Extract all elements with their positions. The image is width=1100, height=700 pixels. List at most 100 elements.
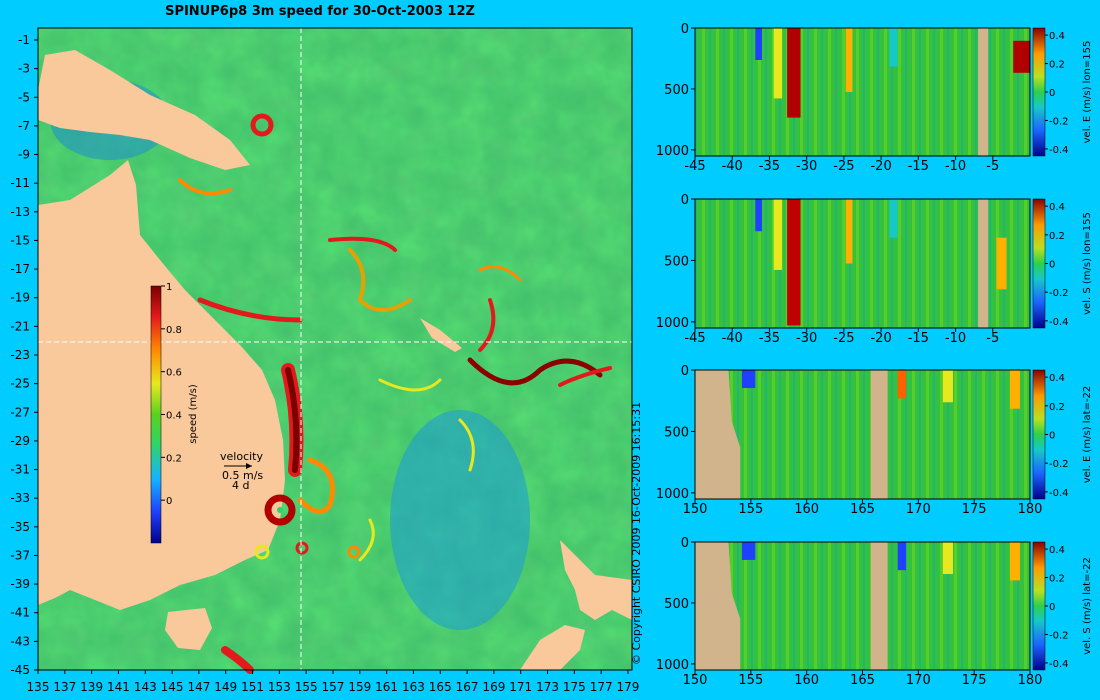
section-jet [773,199,783,270]
section-x-tick-label: -45 [684,159,705,174]
tasman-sea-blue [390,410,530,630]
section-jet [897,370,907,399]
map-lat-tick-label: -11 [10,176,30,190]
speed-colorbar-tick-label: 0.2 [166,453,182,464]
section-x-tick-label: -30 [796,159,817,174]
map-lon-tick-label: 139 [80,680,103,694]
map-lon-tick-label: 159 [348,680,371,694]
section-colorbar [1032,198,1046,329]
section-depth-tick-label: 1000 [656,487,689,502]
section-jet [1009,542,1020,581]
section-jet [1009,370,1020,409]
section-depth-tick-label: 1000 [656,316,689,331]
map-lat-tick-label: -5 [18,90,30,104]
map-lon-tick-label: 165 [429,680,452,694]
section-x-tick-label: -40 [722,159,743,174]
map-lon-tick-label: 153 [268,680,291,694]
section-x-tick-label: -45 [684,331,705,346]
section-jet [755,199,762,232]
map-lat-tick-label: -19 [10,291,30,305]
section-jet [755,28,762,60]
section-depth-tick-label: 500 [664,597,689,612]
map-lat-tick-label: -27 [10,405,30,419]
map-lat-tick-label: -21 [10,319,30,333]
section-frame [694,27,1031,157]
map-lat-tick-label: -31 [10,463,30,477]
section-jet [889,28,898,67]
map-lat-tick-label: -23 [10,348,30,362]
map-lat-tick-label: -45 [10,663,30,677]
section-x-tick-label: 150 [683,673,708,688]
section-x-tick-label: -20 [870,159,891,174]
speed-colorbar-tick-label: 0.8 [166,325,182,336]
section-x-tick-label: -15 [908,331,929,346]
new-zealand-south-land [520,625,585,670]
velocity-key-duration: 4 d [232,479,249,492]
section-x-tick-label: 165 [850,502,875,517]
map-lat-tick-label: -9 [18,148,30,162]
section-x-tick-label: 175 [962,673,987,688]
section-depth-tick-label: 1000 [656,144,689,159]
new-caledonia-land [420,318,462,352]
map-lon-tick-label: 135 [27,680,50,694]
section-colorbar [1032,369,1046,500]
speed-colorbar-ticks: 0 0.2 0.4 0.6 0.8 1 [161,282,182,507]
map-lon-tick-label: 143 [134,680,157,694]
speed-colorbar-tick-label: 0.6 [166,368,182,379]
map-lat-tick-label: -7 [18,119,30,133]
map-lon-tick-label: 155 [295,680,318,694]
section-jet [773,28,783,99]
section-frame [694,198,1031,329]
section-colorbar-label: vel. S (m/s) lat=-22 [1082,557,1093,655]
section-x-tick-label: 155 [738,673,763,688]
map-lat-tick-label: -43 [10,634,30,648]
speed-colorbar: 0 0.2 0.4 0.6 0.8 1 speed (m/s) [150,282,199,544]
section-jet [787,28,801,118]
section-depth-tick-label: 500 [664,83,689,98]
speed-colorbar-label: speed (m/s) [188,384,199,444]
section-depth-tick-label: 0 [681,364,689,379]
section-jet [942,370,953,403]
map-lat-tick-label: -3 [18,62,30,76]
map-lat-tick-label: -37 [10,548,30,562]
section-x-tick-label: -35 [759,331,780,346]
eddies [178,113,612,674]
map-lat-tick-label: -17 [10,262,30,276]
section-jet [845,28,853,92]
section-depth-tick-label: 500 [664,425,689,440]
map-lon-tick-label: 173 [536,680,559,694]
map-lon-tick-label: 145 [161,680,184,694]
speed-colorbar-gradient [150,285,162,544]
section-colorbar-tick-label: 0.2 [1049,402,1065,413]
section-x-tick-label: -15 [908,159,929,174]
section-panel-vS-lon155: 0 500 1000-45 -40 -35 -30 -25 -20 -15 -10 -5 0.4 0.2… [656,193,1093,346]
section-x-tick-label: -35 [759,159,780,174]
section-depth-tick-label: 1000 [656,658,689,673]
section-x-tick-label: 165 [850,673,875,688]
section-depth-tick-label: 0 [681,193,689,208]
map-lon-tick-label: 167 [456,680,479,694]
speed-colorbar-tick-label: 1 [166,282,172,293]
copyright-notice: © Copyright CSIRO 2009 16-Oct-2009 16:15… [630,401,643,665]
map-lat-tick-label: -1 [18,33,30,47]
tasmania-land [165,608,212,650]
map-lat-tick-label: -15 [10,233,30,247]
section-x-tick-label: -25 [833,331,854,346]
section-land-mask [695,542,741,670]
section-jet [741,370,756,389]
section-colorbar [1032,27,1046,157]
map-lon-tick-label: 179 [617,680,640,694]
map-lat-tick-label: -39 [10,577,30,591]
map-lon-tick-label: 157 [322,680,345,694]
section-colorbar-tick-label: 0.2 [1049,60,1065,71]
section-x-tick-label: 180 [1018,502,1043,517]
map-lat-tick-label: -35 [10,520,30,534]
section-colorbar-label: vel. S (m/s) lon=155 [1082,212,1093,315]
map-lon-tick-label: 163 [402,680,425,694]
australia-land [38,160,285,610]
section-colorbar-tick-label: -0.4 [1049,659,1069,670]
section-x-tick-label: -30 [796,331,817,346]
section-x-tick-label: 150 [683,502,708,517]
section-x-tick-label: 160 [794,673,819,688]
